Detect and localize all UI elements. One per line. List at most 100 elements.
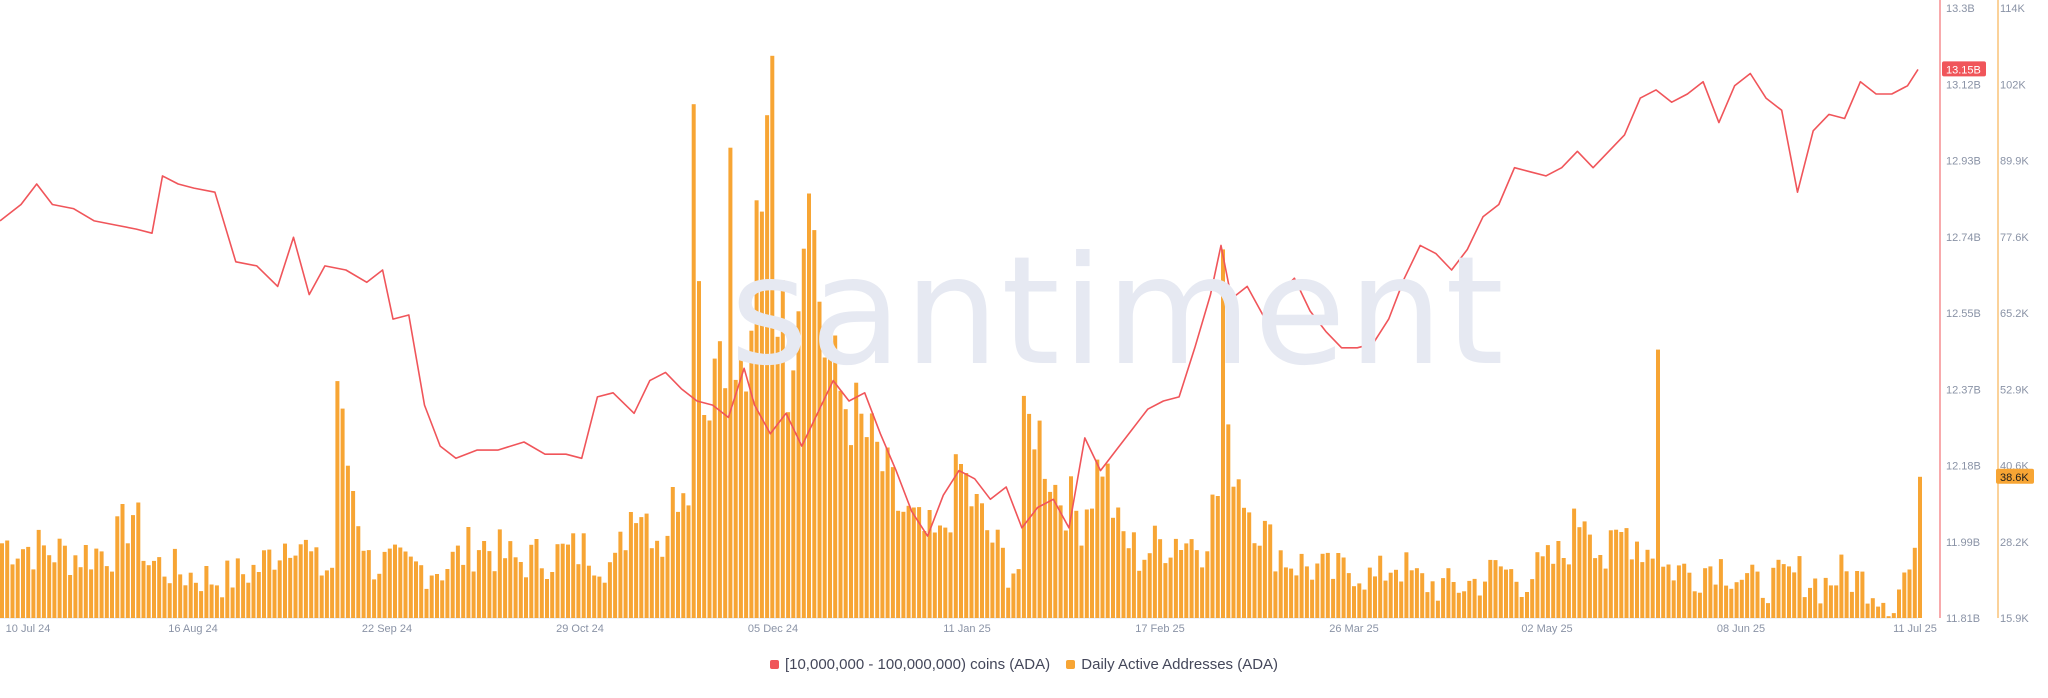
bar-daily-active-addresses [1876, 606, 1881, 618]
bar-daily-active-addresses [670, 487, 675, 618]
bar-daily-active-addresses [1556, 541, 1561, 618]
bar-daily-active-addresses [424, 588, 429, 618]
bar-daily-active-addresses [1561, 558, 1566, 618]
bar-daily-active-addresses [728, 147, 733, 618]
bar-daily-active-addresses [1315, 563, 1320, 618]
line-layer [0, 68, 1919, 537]
bar-daily-active-addresses [1545, 545, 1550, 618]
bar-daily-active-addresses [953, 454, 958, 618]
bar-daily-active-addresses [1388, 572, 1393, 618]
bar-daily-active-addresses [759, 211, 764, 618]
bar-daily-active-addresses [1787, 566, 1791, 618]
legend-item-coins[interactable]: [10,000,000 - 100,000,000) coins (ADA) [769, 656, 1050, 673]
y-tick-label-addresses: 89.9K [2000, 156, 2029, 168]
bar-daily-active-addresses [513, 557, 518, 618]
bar-daily-active-addresses [1718, 559, 1723, 618]
bar-daily-active-addresses [1184, 543, 1189, 618]
bar-daily-active-addresses [1525, 592, 1529, 618]
bar-daily-active-addresses [545, 579, 549, 618]
bar-daily-active-addresses [828, 356, 832, 618]
bar-daily-active-addresses [21, 549, 25, 618]
bar-daily-active-addresses [917, 507, 922, 618]
bar-daily-active-addresses [419, 565, 424, 618]
chart-legend: [10,000,000 - 100,000,000) coins (ADA) D… [0, 656, 2048, 673]
bar-daily-active-addresses [1849, 591, 1854, 618]
bar-daily-active-addresses [1504, 569, 1508, 618]
bar-daily-active-addresses [1147, 553, 1152, 618]
bar-daily-active-addresses [1215, 496, 1220, 618]
bar-daily-active-addresses [1776, 559, 1781, 618]
bar-daily-active-addresses [1352, 586, 1356, 618]
bar-daily-active-addresses [309, 551, 314, 618]
bar-daily-active-addresses [817, 301, 822, 618]
bar-daily-active-addresses [1897, 589, 1901, 618]
bar-daily-active-addresses [487, 551, 492, 618]
bar-daily-active-addresses [1844, 571, 1849, 618]
bar-daily-active-addresses [969, 506, 974, 618]
bar-daily-active-addresses [1451, 582, 1456, 618]
bar-daily-active-addresses [1781, 564, 1786, 618]
bar-daily-active-addresses [246, 582, 251, 618]
bar-daily-active-addresses [707, 420, 712, 618]
bar-daily-active-addresses [807, 193, 811, 618]
bar-daily-active-addresses [1750, 564, 1755, 618]
bar-daily-active-addresses [262, 550, 266, 618]
bar-daily-active-addresses [833, 335, 838, 618]
bar-daily-active-addresses [1079, 545, 1084, 618]
bar-daily-active-addresses [1189, 539, 1194, 618]
bar-daily-active-addresses [1383, 580, 1388, 618]
bar-daily-active-addresses [1891, 613, 1896, 618]
bar-daily-active-addresses [938, 525, 942, 618]
bar-daily-active-addresses [665, 535, 670, 618]
bar-daily-active-addresses [1320, 553, 1325, 618]
bar-daily-active-addresses [199, 591, 204, 618]
bar-daily-active-addresses [1467, 580, 1472, 618]
bar-daily-active-addresses [1834, 585, 1839, 618]
bar-daily-active-addresses [1268, 524, 1273, 618]
bar-daily-active-addresses [1650, 558, 1655, 618]
bar-daily-active-addresses [1252, 543, 1257, 618]
bar-daily-active-addresses [812, 230, 817, 618]
y-tick-label-coins: 11.81B [1946, 613, 1980, 625]
bar-daily-active-addresses [660, 556, 665, 618]
bar-daily-active-addresses [335, 381, 340, 618]
bar-daily-active-addresses [1137, 570, 1142, 618]
bar-daily-active-addresses [581, 533, 586, 618]
bar-daily-active-addresses [1907, 569, 1912, 618]
x-tick-label: 11 Jul 25 [1893, 623, 1937, 635]
bar-daily-active-addresses [1420, 573, 1425, 618]
bar-daily-active-addresses [1823, 577, 1828, 618]
bar-daily-active-addresses [356, 526, 361, 618]
bar-daily-active-addresses [1278, 550, 1283, 618]
bar-daily-active-addresses [146, 565, 151, 618]
bar-daily-active-addresses [220, 597, 225, 618]
bar-daily-active-addresses [1808, 587, 1812, 618]
bar-daily-active-addresses [1682, 563, 1687, 618]
bar-daily-active-addresses [1865, 603, 1870, 618]
bar-daily-active-addresses [1016, 569, 1021, 618]
bar-daily-active-addresses [1483, 581, 1487, 618]
bar-daily-active-addresses [943, 527, 948, 618]
bar-daily-active-addresses [1200, 567, 1205, 618]
y-tick-label-addresses: 15.9K [2000, 613, 2029, 625]
bar-daily-active-addresses [94, 548, 99, 618]
bar-daily-active-addresses [927, 510, 932, 618]
bar-daily-active-addresses [1572, 508, 1577, 618]
bar-daily-active-addresses [864, 437, 869, 618]
current-value-badge-coins [1942, 61, 1986, 77]
bar-daily-active-addresses [1283, 567, 1288, 618]
bar-daily-active-addresses [639, 517, 644, 618]
bar-daily-active-addresses [283, 543, 287, 618]
bar-daily-active-addresses [450, 551, 455, 618]
bar-daily-active-addresses [655, 540, 660, 618]
bar-daily-active-addresses [1394, 569, 1398, 618]
x-tick-label: 17 Feb 25 [1135, 623, 1185, 635]
bar-daily-active-addresses [1535, 552, 1540, 618]
line-series-coins [0, 68, 1919, 537]
bar-daily-active-addresses [1729, 588, 1734, 618]
bar-daily-active-addresses [1404, 552, 1409, 618]
legend-item-active-addresses[interactable]: Daily Active Addresses (ADA) [1066, 656, 1278, 673]
bar-daily-active-addresses [534, 539, 539, 618]
bar-daily-active-addresses [372, 579, 377, 618]
bar-daily-active-addresses [440, 580, 445, 618]
